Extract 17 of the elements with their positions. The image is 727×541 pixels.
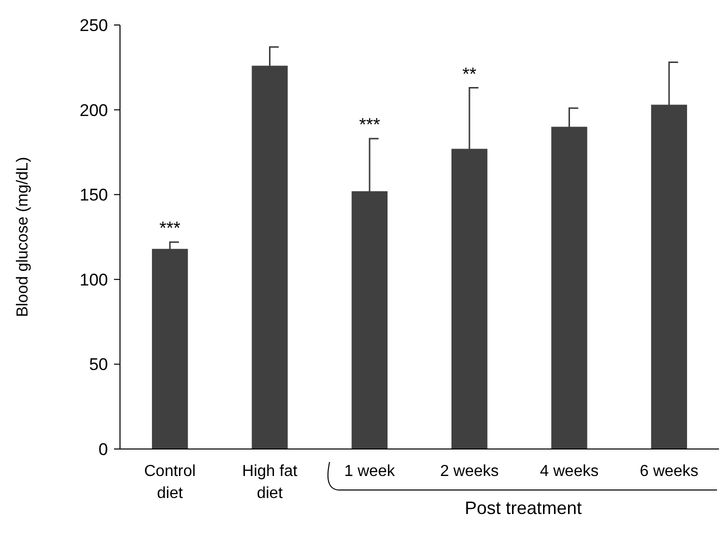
y-tick-label: 250 <box>80 16 108 35</box>
y-tick-label: 150 <box>80 186 108 205</box>
x-tick-label: 2 weeks <box>440 463 499 480</box>
annotation: ** <box>462 64 476 84</box>
x-tick-label: 1 week <box>344 463 396 480</box>
y-tick-label: 200 <box>80 100 108 120</box>
text: Post treatment <box>464 498 582 518</box>
x-tick-label: Control diet <box>144 463 196 502</box>
x-tick-label: 4 weeks <box>540 463 599 480</box>
x-tick-label: High fat diet <box>242 463 298 502</box>
x-tick-label: 6 weeks <box>640 463 698 480</box>
y-axis-title: Blood glucose (mg/dL) <box>14 156 32 318</box>
y-tick-label: 100 <box>80 270 108 290</box>
annotation: *** <box>159 218 180 238</box>
y-tick-label: 50 <box>89 355 108 374</box>
y-tick-label: 0 <box>98 440 108 459</box>
annotation: *** <box>359 114 380 135</box>
